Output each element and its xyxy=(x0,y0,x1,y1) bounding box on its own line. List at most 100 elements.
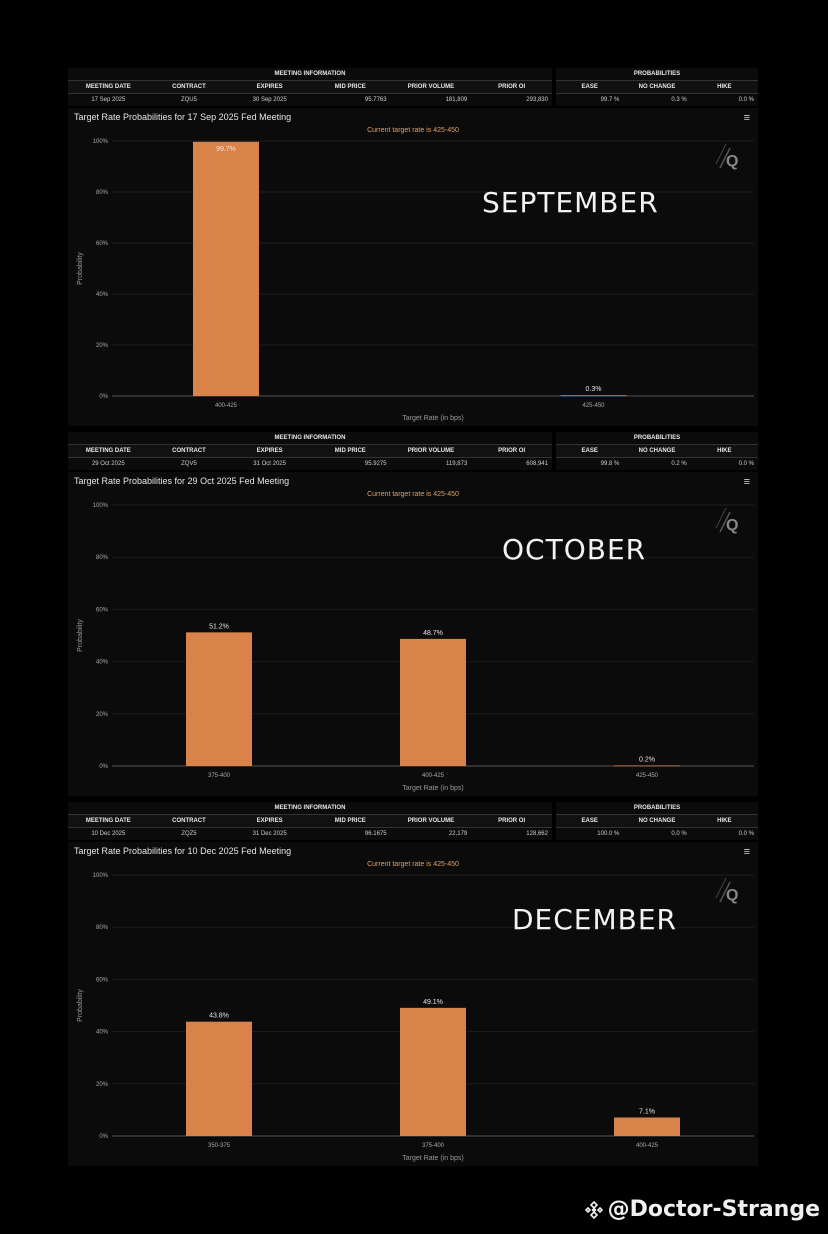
svg-text:Q: Q xyxy=(726,517,738,534)
quikstrike-q-icon: Q xyxy=(715,877,738,904)
y-tick-label: 80% xyxy=(96,190,109,196)
col-mid-price: MID PRICE xyxy=(309,814,391,828)
month-label: SEPTEMBER xyxy=(482,186,659,219)
hamburger-menu-icon[interactable]: ≡ xyxy=(743,112,750,124)
chart-title: Target Rate Probabilities for 10 Dec 202… xyxy=(74,846,292,856)
meeting-info-title: MEETING INFORMATION xyxy=(68,432,552,445)
value-mid-price: 95.7763 xyxy=(364,97,387,103)
y-tick-label: 60% xyxy=(96,607,109,613)
y-tick-label: 60% xyxy=(96,241,109,247)
value-date: 10 Dec 2025 xyxy=(91,831,126,837)
hamburger-menu-icon[interactable]: ≡ xyxy=(743,476,750,488)
meeting-panel-1: MEETING INFORMATION MEETING DATE CONTRACT E… xyxy=(68,432,758,796)
meeting-info-title: MEETING INFORMATION xyxy=(68,68,552,81)
y-tick-label: 20% xyxy=(96,1082,109,1088)
probabilities-values: 99.7 % 0.3 % 0.0 % xyxy=(556,94,758,107)
col-contract: CONTRACT xyxy=(148,814,230,828)
svg-text:Q: Q xyxy=(726,887,738,904)
chart-subtitle: Current target rate is 425-450 xyxy=(367,491,459,498)
y-tick-label: 40% xyxy=(96,292,109,298)
x-axis-label: Target Rate (in bps) xyxy=(402,415,463,422)
data-label: 48.7% xyxy=(423,630,443,637)
y-tick-label: 80% xyxy=(96,555,109,561)
meeting-info-title: MEETING INFORMATION xyxy=(68,802,552,815)
probabilities-table: PROBABILITIES EASE NO CHANGE HIKE 99.8 % 0.2 … xyxy=(556,432,758,470)
probabilities-values: 99.8 % 0.2 % 0.0 % xyxy=(556,458,758,471)
value-hike: 0.0 % xyxy=(738,461,754,467)
chart-1: Target Rate Probabilities for 29 Oct 202… xyxy=(68,472,758,796)
x-tick-label: 425-450 xyxy=(636,773,659,779)
col-expires: EXPIRES xyxy=(229,80,310,94)
x-tick-label: 375-400 xyxy=(422,1143,445,1149)
binance-diamond-icon xyxy=(584,1200,603,1219)
value-ease: 100.0 % xyxy=(597,831,620,837)
chart-subtitle: Current target rate is 425-450 xyxy=(367,861,459,868)
bar-chart-svg: Current target rate is 425-450 0% 20% 40% 60… xyxy=(77,491,754,792)
value-prior-oi: 608,941 xyxy=(526,461,548,467)
meeting-info-table: MEETING INFORMATION MEETING DATE CONTRACT E… xyxy=(68,432,552,470)
probabilities-columns: EASE NO CHANGE HIKE xyxy=(556,814,758,828)
value-contract: ZQV5 xyxy=(181,461,197,467)
col-expires: EXPIRES xyxy=(229,444,310,458)
y-tick-label: 0% xyxy=(99,1134,108,1140)
data-label: 99.7% xyxy=(216,146,236,153)
y-tick-label: 100% xyxy=(93,139,109,145)
meeting-info-header-row: MEETING INFORMATION xyxy=(68,802,552,815)
y-tick-label: 0% xyxy=(99,394,108,400)
month-label: DECEMBER xyxy=(512,903,677,936)
value-prior-oi: 293,830 xyxy=(526,97,548,103)
col-prior-volume: PRIOR VOLUME xyxy=(390,444,472,458)
probabilities-header-row: PROBABILITIES xyxy=(556,68,758,81)
col-contract: CONTRACT xyxy=(148,444,230,458)
bar-425-450 xyxy=(614,765,680,767)
col-hike: HIKE xyxy=(690,80,758,94)
value-hike: 0.0 % xyxy=(738,831,754,837)
col-prior-volume: PRIOR VOLUME xyxy=(390,80,472,94)
y-tick-label: 100% xyxy=(93,503,109,509)
x-tick-label: 400-425 xyxy=(215,403,238,409)
y-axis-label: Probability xyxy=(77,252,84,285)
bar-chart-svg: Current target rate is 425-450 0% 20% 40% 60… xyxy=(77,127,754,422)
chart-0: Target Rate Probabilities for 17 Sep 202… xyxy=(68,108,758,426)
month-label: OCTOBER xyxy=(502,533,646,566)
value-expires: 31 Dec 2025 xyxy=(252,831,287,837)
quikstrike-q-icon: Q xyxy=(715,507,738,534)
y-tick-label: 80% xyxy=(96,925,109,931)
meeting-info-values: 29 Oct 2025 ZQV5 31 Oct 2025 95.9275 119,873… xyxy=(68,458,552,471)
meeting-info-bar: MEETING INFORMATION MEETING DATE CONTRACT E… xyxy=(68,432,758,470)
col-mid-price: MID PRICE xyxy=(309,444,391,458)
value-no-change: 0.2 % xyxy=(671,461,687,467)
x-axis-label: Target Rate (in bps) xyxy=(402,1155,463,1162)
meeting-info-bar: MEETING INFORMATION MEETING DATE CONTRACT E… xyxy=(68,802,758,840)
bar-400-425 xyxy=(400,638,466,766)
value-contract: ZQZ5 xyxy=(181,831,197,837)
value-date: 17 Sep 2025 xyxy=(91,97,126,103)
col-mid-price: MID PRICE xyxy=(309,80,391,94)
y-axis-label: Probability xyxy=(77,619,84,652)
data-label: 0.2% xyxy=(639,756,655,763)
y-tick-label: 40% xyxy=(96,1030,109,1036)
hamburger-menu-icon[interactable]: ≡ xyxy=(743,846,750,858)
value-date: 29 Oct 2025 xyxy=(91,461,125,467)
x-tick-label: 375-400 xyxy=(208,773,231,779)
chart-2: Target Rate Probabilities for 10 Dec 202… xyxy=(68,842,758,1166)
bar-350-375 xyxy=(186,1021,252,1136)
col-meeting-date: MEETING DATE xyxy=(68,80,149,94)
data-label: 7.1% xyxy=(639,1108,655,1115)
bar-400-425 xyxy=(193,141,259,396)
meeting-info-header-row: MEETING INFORMATION xyxy=(68,432,552,445)
y-tick-label: 0% xyxy=(99,764,108,770)
col-prior-oi: PRIOR OI xyxy=(471,80,552,94)
x-tick-label: 350-375 xyxy=(208,1143,231,1149)
col-ease: EASE xyxy=(556,814,624,828)
watermark-text: @Doctor-Strange xyxy=(607,1197,820,1222)
col-expires: EXPIRES xyxy=(229,814,310,828)
y-tick-label: 20% xyxy=(96,343,109,349)
value-mid-price: 95.9275 xyxy=(364,461,387,467)
meeting-info-columns: MEETING DATE CONTRACT EXPIRES MID PRICE PRIO… xyxy=(68,444,552,458)
data-label: 51.2% xyxy=(209,623,229,630)
value-hike: 0.0 % xyxy=(738,97,754,103)
meeting-panel-0: MEETING INFORMATION MEETING DATE CONTRACT E… xyxy=(68,68,758,426)
y-tick-label: 20% xyxy=(96,712,109,718)
value-contract: ZQU5 xyxy=(180,97,197,103)
